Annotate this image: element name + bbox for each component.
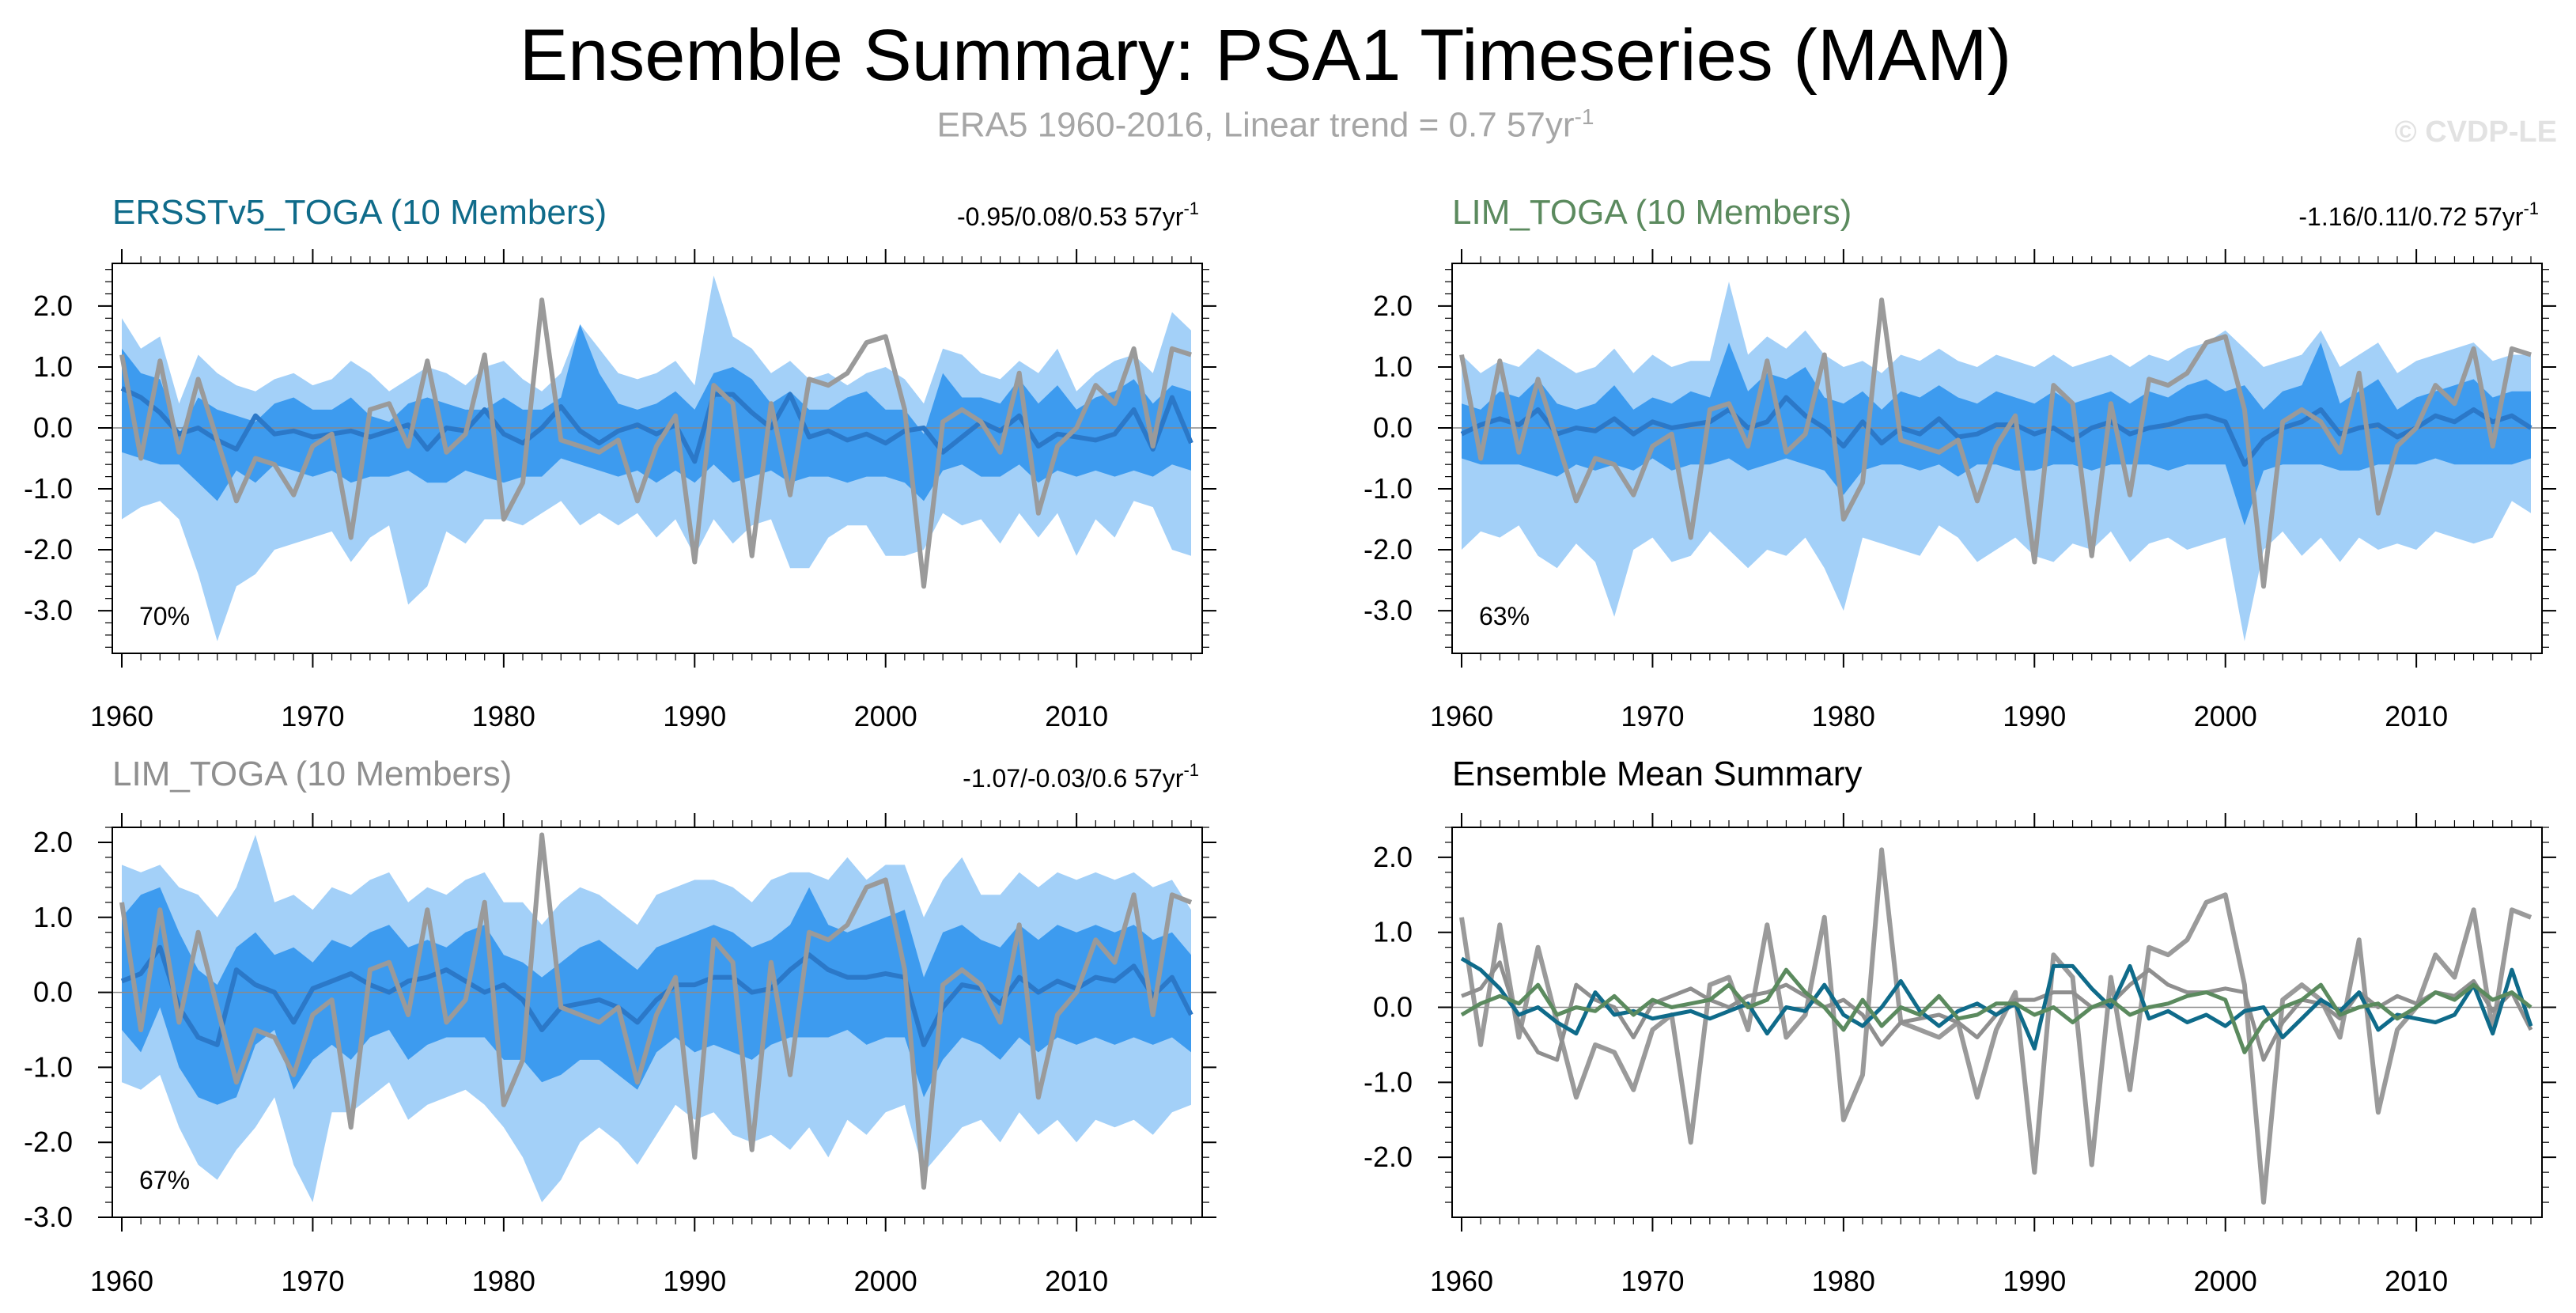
inner-spread-band (1462, 342, 2531, 526)
y-tick-label: 1.0 (33, 901, 73, 933)
ensemble-mean-line (120, 944, 1193, 1047)
chart-panel-2: LIM_TOGA (10 Members) -1.16/0.11/0.72 57y… (1364, 193, 2556, 732)
y-tick-label: -3.0 (24, 594, 73, 626)
panel-title: LIM_TOGA (10 Members) (1452, 193, 1852, 232)
x-tick-label: 2000 (2194, 1265, 2257, 1297)
chart-panel-1: ERSSTv5_TOGA (10 Members) -0.95/0.08/0.53… (24, 193, 1216, 732)
y-tick-label: 0.0 (1373, 991, 1413, 1024)
y-tick-label: 0.0 (33, 976, 73, 1008)
x-axis: 1960 1970 1980 1990 2000 2010 (90, 813, 1192, 1297)
y-tick-label: 2.0 (1373, 289, 1413, 322)
y-tick-label: 1.0 (1373, 916, 1413, 948)
x-tick-label: 2000 (2194, 700, 2257, 732)
trend-label: -1.16/0.11/0.72 57yr-1 (2298, 199, 2539, 231)
panel-title: Ensemble Mean Summary (1452, 755, 1862, 793)
x-axis: 1960 1970 1980 1990 2000 2010 (1430, 249, 2532, 732)
plot-frame (1451, 263, 2543, 654)
plot-frame (112, 263, 1203, 654)
x-tick-label: 1990 (2003, 1265, 2066, 1297)
y-tick-label: -2.0 (24, 533, 73, 566)
y-tick-label: -3.0 (24, 1201, 73, 1233)
percent-label: 63% (1479, 602, 1530, 630)
inner-spread-band (122, 324, 1191, 501)
x-tick-label: 1990 (2003, 700, 2066, 732)
x-tick-label: 1970 (281, 1265, 344, 1297)
ensemble-mean-line (120, 386, 1193, 464)
y-axis: 2.0 1.0 0.0 -1.0 -2.0 -3.0 (1364, 269, 2556, 648)
y-tick-label: 1.0 (33, 350, 73, 383)
subtitle-text: ERA5 1960-2016, Linear trend = 0.7 57yr (936, 105, 1575, 145)
x-tick-label: 2010 (2385, 700, 2448, 732)
y-tick-label: -3.0 (1364, 594, 1413, 626)
x-tick-label: 1970 (1621, 700, 1684, 732)
trend-label: -1.07/-0.03/0.6 57yr-1 (963, 760, 1199, 793)
x-tick-label: 1990 (663, 1265, 726, 1297)
x-axis: 1960 1970 1980 1990 2000 2010 (90, 249, 1192, 732)
trend-label: -0.95/0.08/0.53 57yr-1 (957, 199, 1199, 231)
y-tick-label: 0.0 (33, 411, 73, 444)
y-axis: 2.0 1.0 0.0 -1.0 -2.0 -3.0 (24, 269, 1216, 648)
y-tick-label: 2.0 (1373, 841, 1413, 873)
y-tick-label: -2.0 (24, 1126, 73, 1158)
x-tick-label: 1960 (1430, 1265, 1493, 1297)
x-tick-label: 2010 (1045, 1265, 1108, 1297)
x-tick-label: 1970 (1621, 1265, 1684, 1297)
page-subtitle: ERA5 1960-2016, Linear trend = 0.7 57yr-… (0, 104, 2531, 146)
x-tick-label: 2000 (854, 700, 917, 732)
y-tick-label: -2.0 (1364, 1141, 1413, 1173)
x-tick-label: 1970 (281, 700, 344, 732)
chart-panel-3: LIM_TOGA (10 Members) -1.07/-0.03/0.6 57y… (24, 755, 1216, 1297)
x-axis: 1960 1970 1980 1990 2000 2010 (1430, 813, 2532, 1297)
x-tick-label: 1980 (472, 1265, 535, 1297)
y-tick-label: 2.0 (33, 289, 73, 322)
inner-spread-band (122, 887, 1191, 1105)
watermark: © CVDP-LE (2394, 115, 2557, 149)
observations-line (119, 832, 1193, 1190)
subtitle-superscript: -1 (1574, 104, 1594, 129)
x-tick-label: 1960 (1430, 700, 1493, 732)
ersst-mean-line (1460, 956, 2533, 1051)
x-tick-label: 1980 (1812, 1265, 1875, 1297)
x-tick-label: 1960 (90, 700, 153, 732)
lim-green-mean-line (1460, 967, 2532, 1054)
y-tick-label: -1.0 (24, 1050, 73, 1083)
observations-line (119, 297, 1192, 589)
percent-label: 67% (139, 1166, 190, 1194)
observations-line (1459, 847, 2532, 1205)
x-tick-label: 2010 (2385, 1265, 2448, 1297)
x-tick-label: 1990 (663, 700, 726, 732)
ensemble-mean-line (1460, 395, 2532, 467)
x-tick-label: 2010 (1045, 700, 1108, 732)
y-tick-label: -2.0 (1364, 533, 1413, 566)
page-title: Ensemble Summary: PSA1 Timeseries (MAM) (519, 15, 2012, 96)
x-tick-label: 2000 (854, 1265, 917, 1297)
y-tick-label: 0.0 (1373, 411, 1413, 444)
plot-frame (1451, 827, 2543, 1218)
y-tick-label: -1.0 (1364, 472, 1413, 505)
chart-panel-4: Ensemble Mean Summary 1960 1970 1980 1990 200… (1364, 755, 2556, 1297)
panel-title: ERSSTv5_TOGA (10 Members) (112, 193, 607, 232)
percent-label: 70% (139, 602, 190, 630)
y-tick-label: 1.0 (1373, 350, 1413, 383)
observations-line (1459, 297, 2532, 589)
y-tick-label: -1.0 (1364, 1065, 1413, 1098)
y-axis: 2.0 1.0 0.0 -1.0 -2.0 (1364, 827, 2556, 1203)
x-tick-label: 1980 (1812, 700, 1875, 732)
x-tick-label: 1980 (472, 700, 535, 732)
y-tick-label: -1.0 (24, 472, 73, 505)
y-axis: 2.0 1.0 0.0 -1.0 -2.0 -3.0 (24, 826, 1216, 1233)
y-tick-label: 2.0 (33, 826, 73, 858)
x-tick-label: 1960 (90, 1265, 153, 1297)
panel-title: LIM_TOGA (10 Members) (112, 755, 512, 793)
